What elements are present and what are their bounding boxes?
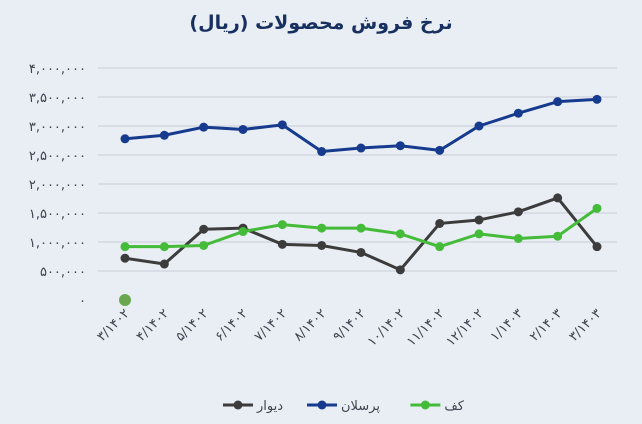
legend-marker [420,400,430,410]
data-point [395,141,405,151]
y-tick-label: ۰ [79,294,86,309]
x-tick-label: ۳/۱۴۰۳ [566,306,604,344]
data-point [474,121,484,131]
legend-label: کف [444,399,464,414]
data-point [120,242,130,252]
stray-data-point [119,294,131,306]
data-point [199,122,209,132]
data-point [474,229,484,239]
data-point [120,253,130,263]
x-tick-label: ۵/۱۴۰۲ [173,306,211,344]
data-point [592,242,602,252]
x-tick-label: ۸/۱۴۰۲ [291,306,329,344]
data-point [317,240,327,250]
data-point [199,240,209,250]
x-tick-label: ۹/۱۴۰۲ [330,306,368,344]
legend-label: دیوار [256,399,283,414]
y-tick-label: ۳,۰۰۰,۰۰۰ [29,120,86,135]
y-tick-label: ۵۰۰,۰۰۰ [40,265,86,280]
data-point [513,234,523,244]
x-tick-label: ۱۱/۱۴۰۲ [404,306,447,349]
series-3 [120,203,602,252]
data-point [277,120,287,130]
data-point [435,218,445,228]
x-tick-label: ۲/۱۴۰۳ [527,306,565,344]
data-point [592,94,602,104]
y-tick-label: ۲,۰۰۰,۰۰۰ [29,178,86,193]
series-line [124,196,599,272]
data-point [238,124,248,134]
y-tick-label: ۴,۰۰۰,۰۰۰ [29,62,86,77]
data-point [356,143,366,153]
x-tick-label: ۱۰/۱۴۰۲ [365,306,408,349]
x-tick-label: ۱۲/۱۴۰۲ [443,306,486,349]
data-point [120,134,130,144]
data-point [159,259,169,269]
data-point [474,215,484,225]
data-point [435,242,445,252]
legend-label: پرسلان [341,399,380,414]
legend-item: پرسلان [307,399,380,414]
series-2 [120,94,602,157]
y-tick-label: ۱,۵۰۰,۰۰۰ [29,207,86,222]
legend-marker [317,400,327,410]
data-point [277,239,287,249]
data-point [395,265,405,275]
data-point [159,242,169,252]
data-point [553,97,563,107]
series-lines [119,94,602,306]
data-point [238,227,248,237]
chart-title: نرخ فروش محصولات (ریال) [189,12,452,34]
legend-marker [233,400,243,410]
y-tick-label: ۱,۰۰۰,۰۰۰ [29,236,86,251]
data-point [513,207,523,217]
x-tick-label: ۴/۱۴۰۲ [134,306,172,344]
data-point [356,223,366,233]
y-tick-label: ۲,۵۰۰,۰۰۰ [29,149,86,164]
data-point [592,203,602,213]
data-point [553,231,563,241]
data-point [395,229,405,239]
x-tick-label: ۶/۱۴۰۲ [212,306,250,344]
x-tick-label: ۳/۱۴۰۲ [94,306,132,344]
gridlines [98,67,617,272]
legend-item: کف [410,399,465,414]
x-axis-tick-labels: ۳/۱۴۰۲ ۴/۱۴۰۲ ۵/۱۴۰۲ ۶/۱۴۰۲ ۷/۱۴۰۲ ۸/۱۴۰۲ ۹/۱۴… [94,306,604,349]
y-tick-label: ۳,۵۰۰,۰۰۰ [29,91,86,106]
x-tick-label: ۱/۱۴۰۳ [488,306,526,344]
data-point [513,108,523,118]
legend: دیوار پرسلان کف [222,399,465,414]
series-1 [120,193,602,275]
data-point [277,220,287,230]
y-axis-tick-labels: ۰ ۵۰۰,۰۰۰ ۱,۰۰۰,۰۰۰ ۱,۵۰۰,۰۰۰ ۲,۰۰۰,۰۰۰ ۲,۵۰۰… [29,62,86,309]
legend-item: دیوار [222,399,283,414]
data-point [159,130,169,140]
data-point [317,223,327,233]
data-point [317,147,327,157]
x-tick-label: ۷/۱۴۰۲ [252,306,290,344]
data-point [435,145,445,155]
data-point [553,193,563,203]
data-point [356,247,366,257]
data-point [199,224,209,234]
